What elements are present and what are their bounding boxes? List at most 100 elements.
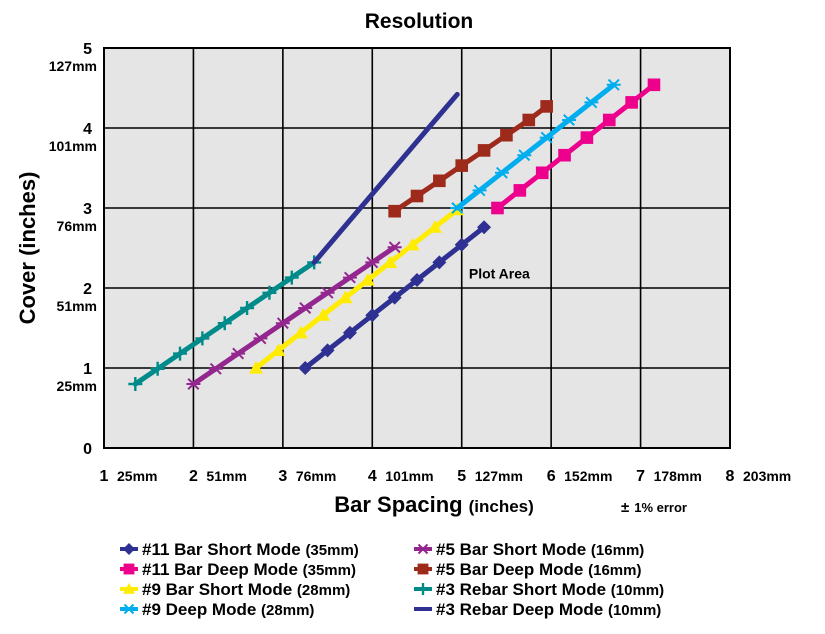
y-tick-label: 0 (83, 441, 92, 458)
data-point (410, 189, 424, 203)
x-tick-mm-label: 203mm (743, 468, 791, 484)
data-point (298, 361, 313, 375)
series-4 (186, 241, 402, 390)
x-tick-mm-label: 25mm (117, 468, 157, 484)
legend-item: #9 Deep Mode (28mm) (120, 600, 314, 619)
data-point (298, 302, 313, 314)
legend-series-size: (16mm) (588, 562, 641, 579)
data-point (427, 220, 442, 233)
data-point (417, 543, 429, 555)
data-point (647, 78, 661, 92)
data-point (123, 583, 135, 594)
series-3 (450, 78, 621, 214)
data-point (491, 201, 504, 215)
y-tick-mm-label: 25mm (57, 378, 97, 394)
legend-series-size: (16mm) (591, 542, 644, 559)
data-point (293, 325, 308, 339)
data-point (342, 325, 357, 340)
legend-label: #3 Rebar Deep Mode (10mm) (436, 600, 661, 619)
data-point (271, 343, 286, 356)
legend-label: #3 Rebar Short Mode (10mm) (436, 580, 664, 599)
data-point (513, 184, 527, 197)
series-line (311, 91, 460, 265)
data-point (320, 343, 335, 358)
data-point (558, 148, 571, 162)
legend-series-name: #11 Bar Short Mode (142, 540, 305, 559)
data-point (405, 237, 420, 251)
x-tick-mm-label: 127mm (475, 468, 523, 484)
legend-series-name: #3 Rebar Deep Mode (436, 600, 608, 619)
data-point (606, 78, 621, 91)
legend-label: #11 Bar Deep Mode (35mm) (142, 560, 356, 579)
data-point (365, 308, 380, 323)
error-note-text: 1% error (634, 500, 687, 515)
y-tick-label: 2 (83, 281, 92, 298)
data-point (522, 113, 536, 127)
series-line (253, 207, 460, 371)
x-tick-label: 6 (547, 468, 556, 485)
legend-series-size: (35mm) (305, 542, 358, 559)
x-tick-label: 1 (100, 468, 109, 485)
data-point (455, 159, 469, 172)
legend-series-name: #5 Bar Deep Mode (436, 560, 588, 579)
data-point (217, 316, 232, 331)
y-tick-mm-label: 101mm (49, 138, 97, 154)
y-tick-label: 1 (83, 361, 92, 378)
data-point (450, 202, 465, 214)
data-point (173, 346, 188, 361)
data-point (477, 144, 491, 157)
data-point (383, 255, 398, 268)
y-tick-mm-label: 51mm (57, 298, 97, 314)
y-tick-label: 3 (83, 201, 92, 218)
x-tick-label: 7 (636, 468, 645, 485)
data-point (562, 114, 577, 126)
data-point (253, 332, 268, 345)
series-1 (491, 78, 661, 215)
legend-item: #9 Bar Short Mode (28mm) (120, 580, 350, 599)
series-layer (128, 78, 661, 391)
legend-series-size: (28mm) (297, 582, 350, 599)
data-point (387, 290, 402, 305)
x-axis-label-main: Bar Spacing (334, 492, 462, 517)
annotation-layer: Plot Area (469, 266, 530, 282)
legend-item: #11 Bar Deep Mode (35mm) (120, 560, 356, 579)
data-point (625, 96, 638, 109)
data-point (454, 237, 469, 252)
data-point (150, 361, 165, 376)
x-tick-mm-label: 76mm (296, 468, 336, 484)
x-tick-label: 8 (726, 468, 735, 485)
legend-series-size: (35mm) (303, 562, 356, 579)
data-point (231, 347, 246, 360)
x-tick-mm-label: 101mm (385, 468, 433, 484)
data-point (580, 131, 594, 144)
data-point (240, 301, 255, 315)
x-tick-label: 4 (368, 468, 377, 485)
data-point (284, 270, 299, 285)
x-tick-mm-label: 152mm (564, 468, 612, 484)
data-point (417, 563, 429, 575)
data-point (338, 290, 353, 304)
series-0 (298, 220, 492, 375)
x-tick-mm-label: 51mm (206, 468, 246, 484)
legend-series-size: (28mm) (261, 602, 314, 619)
plot-annotation: Plot Area (469, 266, 530, 282)
chart-title: Resolution (365, 10, 474, 33)
data-point (433, 174, 446, 188)
legend-series-name: #9 Bar Short Mode (142, 580, 297, 599)
data-point (208, 362, 223, 375)
legend-series-name: #5 Bar Short Mode (436, 540, 591, 559)
data-point (320, 286, 335, 299)
data-point (494, 166, 509, 179)
series-7 (311, 91, 460, 265)
legend-item: #3 Rebar Short Mode (10mm) (414, 580, 664, 599)
legend-item: #11 Bar Short Mode (35mm) (120, 540, 359, 559)
data-point (360, 273, 375, 286)
data-point (262, 285, 277, 300)
data-point (417, 583, 429, 595)
legend-label: #9 Bar Short Mode (28mm) (142, 580, 350, 599)
data-point (584, 96, 599, 109)
data-point (342, 271, 357, 284)
data-point (602, 113, 616, 127)
